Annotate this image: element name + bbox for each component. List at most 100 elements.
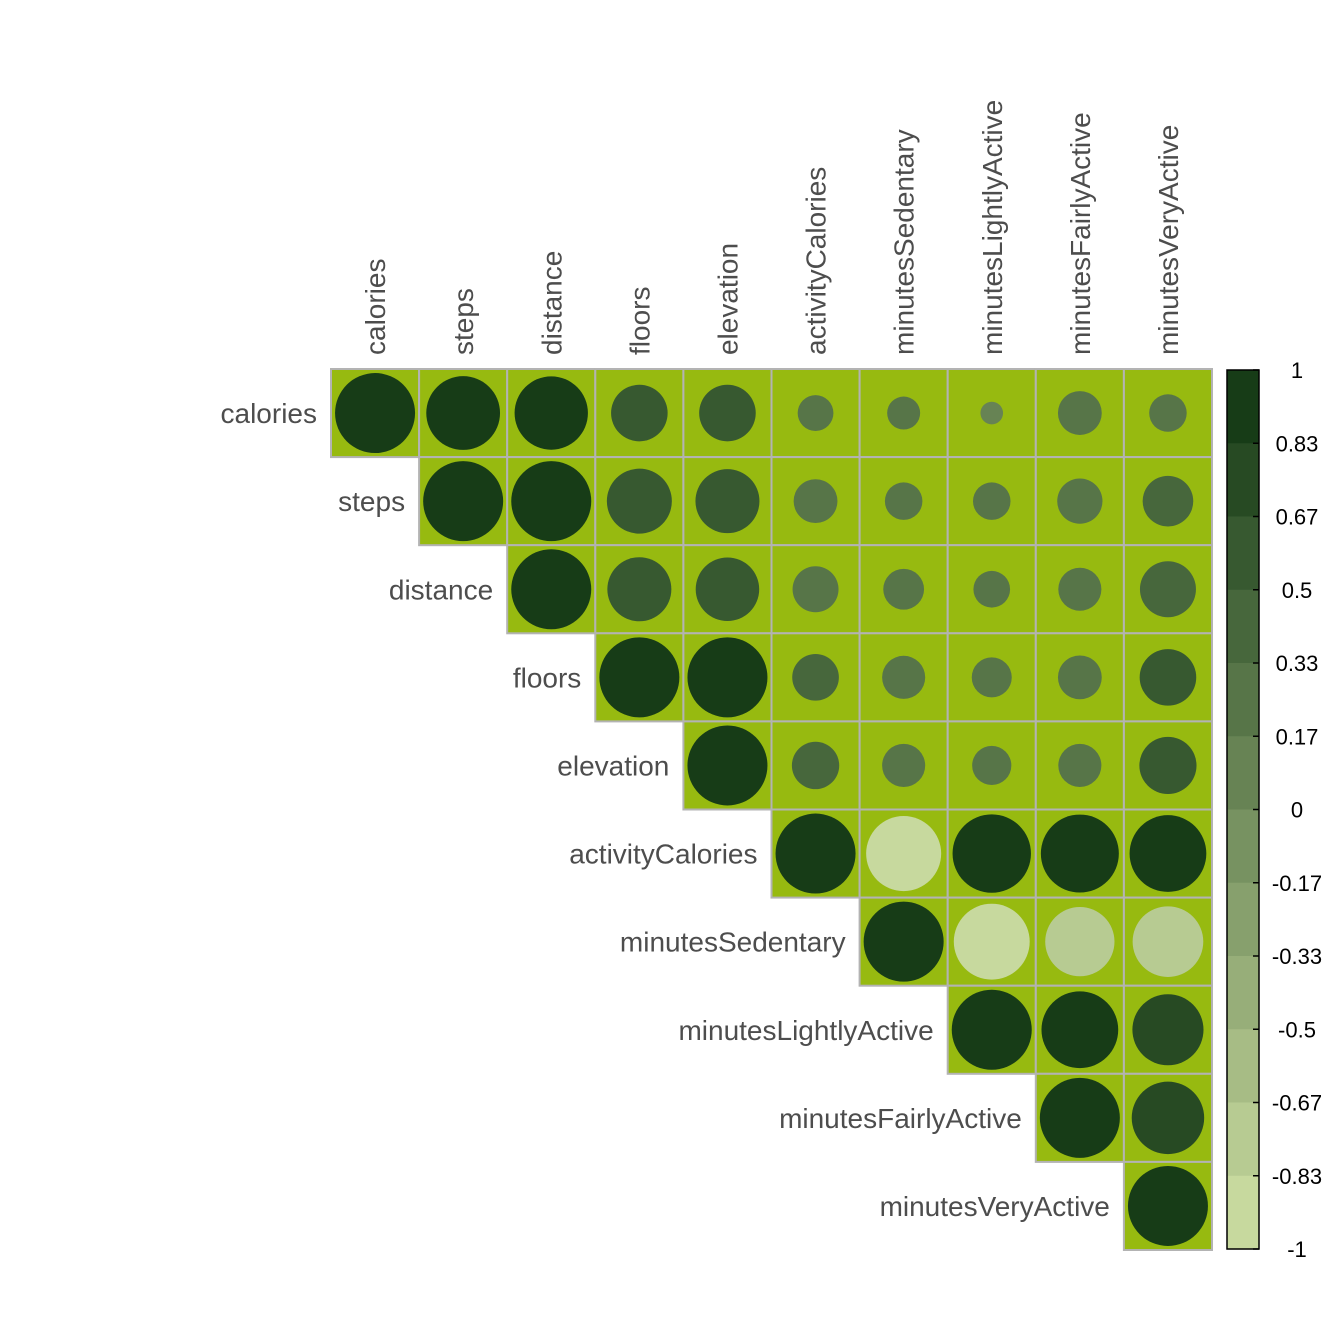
colorbar-segment: [1227, 882, 1259, 957]
colorbar-segment: [1227, 516, 1259, 591]
corr-circle-distance-elevation: [695, 557, 760, 621]
corr-circle-steps-elevation: [695, 469, 760, 534]
colorbar-tick-label: 0.17: [1276, 724, 1319, 749]
column-label: activityCalories: [801, 167, 832, 355]
corr-circle-elevation-minutesVeryActive: [1139, 736, 1197, 795]
corr-circle-minutesLightlyActive-minutesLightlyActive: [951, 989, 1032, 1070]
column-label: minutesSedentary: [889, 129, 920, 355]
colorbar-tick-label: -0.67: [1272, 1091, 1322, 1116]
corr-circle-calories-calories: [335, 373, 416, 454]
cell-calories-minutesLightlyActive: [946, 368, 1037, 459]
corr-circle-calories-floors: [611, 384, 668, 442]
colorbar-segment: [1227, 736, 1259, 811]
colorbar-segment: [1227, 956, 1259, 1030]
color-legend: 1 0.83 0.67 0.5 0.33 0.17 0 -0.17 -0.33 -0.5 -0.67…: [1226, 358, 1322, 1262]
corr-circle-distance-floors: [607, 557, 672, 622]
corr-circle-distance-minutesSedentary: [883, 568, 925, 610]
colorbar-segment: [1227, 370, 1259, 444]
corr-circle-activityCalories-activityCalories: [775, 813, 856, 894]
colorbar-segment: [1227, 1102, 1259, 1177]
column-labels: calories steps distance floors elevation acti…: [360, 100, 1184, 355]
colorbar-tick-label: 0.67: [1276, 505, 1319, 530]
corr-circle-calories-minutesFairlyActive: [1057, 391, 1102, 435]
column-label: minutesFairlyActive: [1065, 112, 1096, 355]
corr-circle-elevation-minutesFairlyActive: [1058, 743, 1102, 787]
corr-circle-calories-elevation: [699, 384, 756, 442]
corr-circle-activityCalories-minutesLightlyActive: [952, 814, 1031, 893]
colorbar-tick-label: 0.33: [1276, 651, 1319, 676]
colorbar-segment: [1227, 663, 1259, 737]
corr-circle-floors-minutesSedentary: [882, 655, 926, 699]
colorbar-segment: [1227, 1029, 1259, 1104]
row-label: minutesVeryActive: [880, 1191, 1110, 1222]
corr-circle-minutesSedentary-minutesFairlyActive: [1045, 907, 1115, 977]
row-label: calories: [221, 398, 317, 429]
column-label: floors: [624, 287, 655, 355]
column-label: distance: [536, 251, 567, 355]
corr-circle-minutesLightlyActive-minutesVeryActive: [1132, 994, 1204, 1066]
corr-circle-steps-minutesLightlyActive: [972, 482, 1011, 520]
column-label: elevation: [712, 243, 743, 355]
colorbar-tick-label: 0.5: [1282, 578, 1313, 603]
corr-circle-distance-distance: [511, 549, 592, 630]
row-label: steps: [338, 486, 405, 517]
row-labels: calories steps distance floors elevation acti…: [221, 398, 1110, 1222]
corr-circle-floors-minutesFairlyActive: [1057, 655, 1102, 700]
corr-circle-calories-distance: [514, 376, 588, 450]
corr-circle-steps-minutesSedentary: [884, 482, 923, 520]
corr-circle-floors-floors: [599, 637, 680, 718]
corr-circle-steps-minutesVeryActive: [1142, 475, 1194, 527]
colorbar-tick-label: 0.83: [1276, 431, 1319, 456]
row-label: minutesFairlyActive: [779, 1103, 1022, 1134]
corr-circle-distance-minutesVeryActive: [1139, 561, 1196, 618]
corr-circle-floors-minutesLightlyActive: [971, 657, 1012, 698]
corr-circle-elevation-activityCalories: [791, 741, 840, 790]
colorbar-segment: [1227, 589, 1259, 664]
corr-circle-minutesSedentary-minutesVeryActive: [1132, 906, 1204, 977]
colorbar-tick-label: -1: [1287, 1237, 1307, 1262]
corr-circle-distance-minutesFairlyActive: [1058, 567, 1102, 611]
row-label: minutesLightlyActive: [678, 1015, 933, 1046]
corr-circle-floors-minutesVeryActive: [1139, 649, 1197, 706]
column-label: calories: [360, 259, 391, 355]
colorbar-segment: [1227, 809, 1259, 884]
corr-circle-minutesFairlyActive-minutesVeryActive: [1131, 1081, 1205, 1155]
column-label: minutesLightlyActive: [977, 100, 1008, 355]
corr-circle-steps-minutesFairlyActive: [1057, 478, 1103, 524]
corr-circle-minutesLightlyActive-minutesFairlyActive: [1041, 991, 1119, 1069]
colorbar-segment: [1227, 443, 1259, 518]
row-label: minutesSedentary: [620, 927, 846, 958]
corr-circle-steps-activityCalories: [793, 479, 838, 524]
corr-circle-floors-elevation: [687, 637, 768, 718]
corr-circle-minutesSedentary-minutesLightlyActive: [953, 903, 1030, 980]
corr-circle-activityCalories-minutesVeryActive: [1129, 815, 1207, 892]
corr-circle-calories-minutesVeryActive: [1149, 394, 1187, 432]
corr-circle-minutesVeryActive-minutesVeryActive: [1127, 1165, 1208, 1246]
corr-circle-activityCalories-minutesSedentary: [866, 816, 942, 892]
row-label: activityCalories: [569, 839, 757, 870]
colorbar-tick-label: -0.5: [1278, 1017, 1316, 1042]
column-label: steps: [448, 288, 479, 355]
colorbar-tick-label: -0.83: [1272, 1164, 1322, 1189]
corr-circle-elevation-minutesSedentary: [882, 743, 926, 787]
corr-circle-distance-minutesLightlyActive: [973, 570, 1011, 608]
corr-circle-elevation-minutesLightlyActive: [972, 745, 1012, 786]
corr-circle-steps-floors: [606, 468, 672, 534]
colorbar-tick-label: 1: [1291, 358, 1303, 383]
corr-circle-steps-steps: [423, 461, 504, 542]
corr-circle-calories-minutesLightlyActive: [980, 401, 1004, 425]
cell-elevation-minutesFairlyActive: [1034, 720, 1125, 811]
corr-circle-calories-activityCalories: [797, 395, 834, 431]
corr-circle-calories-steps: [426, 376, 501, 450]
circle-marks: [335, 373, 1208, 1246]
row-label: distance: [389, 574, 493, 605]
corr-circle-steps-distance: [511, 461, 592, 542]
row-label: elevation: [557, 750, 669, 781]
colorbar-tick-label: -0.17: [1272, 871, 1322, 896]
row-label: floors: [513, 662, 581, 693]
corr-circle-floors-activityCalories: [792, 654, 839, 701]
corr-circle-minutesFairlyActive-minutesFairlyActive: [1039, 1077, 1120, 1158]
corr-circle-calories-minutesSedentary: [887, 396, 921, 430]
corr-circle-distance-activityCalories: [792, 566, 839, 613]
